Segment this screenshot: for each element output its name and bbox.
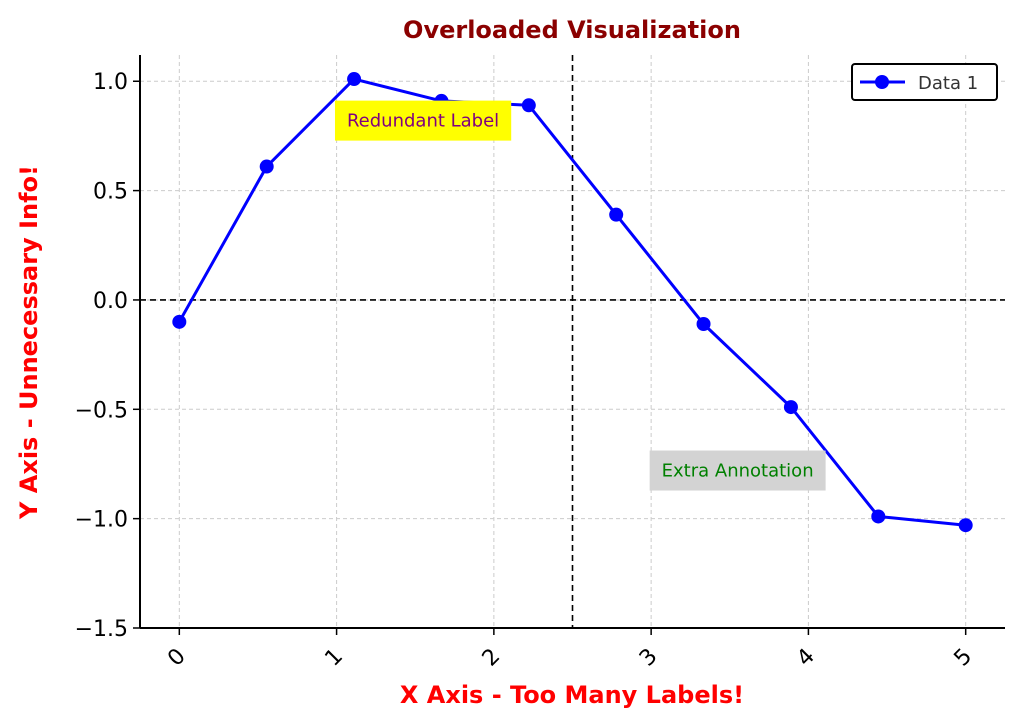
y-tick-label: −0.5	[75, 398, 128, 423]
data-point	[783, 400, 798, 415]
y-tick-label: 0.5	[93, 180, 128, 205]
y-ticks: 1.0 0.5 0.0 −0.5 −1.0 −1.5	[75, 70, 140, 642]
data-point	[609, 207, 624, 222]
series-line	[178, 77, 966, 527]
data-point	[347, 72, 362, 87]
legend-marker	[875, 75, 889, 89]
x-tick-label: 3	[635, 644, 663, 672]
y-axis-label: Y Axis - Unnecessary Info!	[15, 165, 43, 520]
data-point	[259, 159, 274, 174]
legend-label: Data 1	[918, 73, 978, 94]
data-point	[521, 98, 536, 113]
y-tick-label: −1.5	[75, 617, 128, 642]
y-tick-label: 0.0	[93, 289, 128, 314]
x-tick-label: 1	[320, 644, 348, 672]
annotation-text: Extra Annotation	[662, 461, 814, 482]
annotation-box	[334, 100, 512, 141]
legend-box	[851, 63, 998, 101]
y-tick-label: 1.0	[93, 70, 128, 95]
series-layer	[172, 72, 973, 533]
grid	[140, 55, 1005, 629]
annotation-text: Redundant Label	[347, 111, 499, 132]
x-tick-label: 2	[478, 644, 506, 672]
x-axis-label: X Axis - Too Many Labels!	[400, 681, 744, 709]
x-tick-label: 5	[950, 644, 978, 672]
x-ticks: 0 1 2 3 4 5	[163, 628, 977, 671]
annotation-box	[649, 450, 826, 491]
legend: Data 1	[851, 63, 998, 101]
x-tick-label: 0	[163, 644, 191, 672]
annotation: Extra Annotation	[649, 450, 826, 491]
data-point	[696, 317, 711, 332]
data-point	[958, 518, 973, 533]
reference-lines	[140, 55, 1005, 628]
annotation: Redundant Label	[334, 100, 512, 141]
data-point	[172, 314, 187, 329]
x-tick-label: 4	[792, 644, 820, 672]
chart-title: Overloaded Visualization	[403, 16, 741, 44]
annotations: Redundant Label Extra Annotation	[334, 100, 826, 491]
data-point	[871, 509, 886, 524]
y-tick-label: −1.0	[75, 508, 128, 533]
